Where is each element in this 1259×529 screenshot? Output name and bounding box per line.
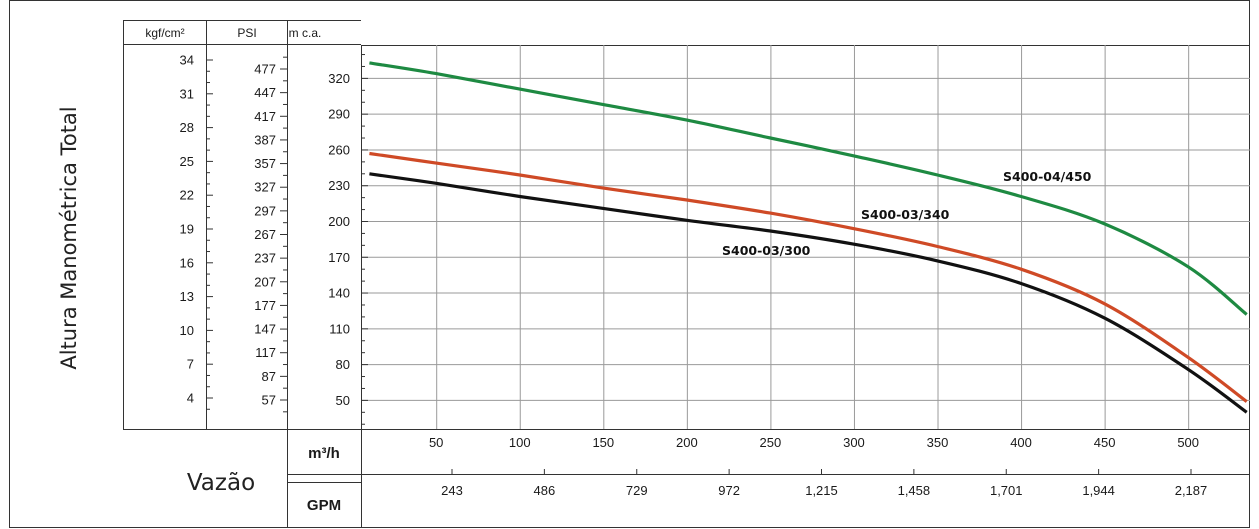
header-psi: PSI — [237, 26, 256, 40]
m3h-tick-label: 50 — [429, 435, 443, 450]
mca-tick-label: 200 — [328, 214, 350, 229]
mca-tick-label: 80 — [336, 357, 350, 372]
series-label-s400-03-300: S400-03/300 — [722, 243, 811, 258]
kgf-tick-label: 34 — [180, 53, 194, 68]
series-lines — [369, 61, 1248, 414]
kgf-tick-label: 16 — [180, 255, 194, 270]
mca-tick-label: 110 — [329, 321, 350, 336]
psi-tick-label: 207 — [254, 274, 276, 289]
mca-tick-label: 140 — [328, 286, 350, 301]
psi-tick-label: 267 — [254, 227, 276, 242]
psi-tick-label: 447 — [254, 85, 276, 100]
m3h-tick-label: 500 — [1177, 435, 1199, 450]
y-axis-title: Altura Manométrica Total — [57, 106, 81, 369]
header-kgf: kgf/cm² — [145, 26, 184, 40]
psi-tick-label: 297 — [254, 203, 276, 218]
m3h-tick-label: 400 — [1010, 435, 1032, 450]
gpm-tick-label: 486 — [534, 483, 556, 498]
m3h-tick-label: 150 — [592, 435, 614, 450]
kgf-tick-label: 31 — [180, 86, 194, 101]
gpm-tick-label: 1,215 — [805, 483, 838, 498]
kgf-tick-label: 7 — [187, 357, 194, 372]
kgf-tick-label: 4 — [187, 391, 194, 406]
mca-tick-label: 290 — [328, 107, 350, 122]
mca-tick-label: 170 — [328, 250, 350, 265]
x-axis-title: Vazão — [187, 470, 255, 496]
y-scales: 50 80 110 140 170 200 230 260 290 320 57 87 117 147 17… — [180, 53, 368, 425]
series-line-s400-04-450 — [369, 61, 1248, 316]
psi-tick-label: 327 — [254, 180, 276, 195]
mca-tick-label: 260 — [328, 142, 350, 157]
x-axes: 50 100 150 200 250 300 350 400 450 500 243 486 729 97… — [429, 435, 1207, 498]
gpm-tick-label: 1,944 — [1082, 483, 1115, 498]
mca-tick-label: 320 — [328, 71, 350, 86]
m3h-tick-label: 350 — [927, 435, 949, 450]
gpm-tick-label: 2,187 — [1175, 483, 1208, 498]
psi-tick-label: 117 — [255, 345, 276, 360]
gpm-tick-label: 243 — [441, 483, 463, 498]
unit-gpm: GPM — [307, 497, 341, 514]
x-scale-table — [287, 45, 1250, 528]
kgf-tick-label: 13 — [180, 289, 194, 304]
series-line-s400-03-340 — [369, 151, 1248, 403]
unit-m3h: m³/h — [308, 445, 340, 462]
psi-tick-label: 87 — [262, 369, 276, 384]
mca-tick-label: 230 — [328, 178, 350, 193]
psi-tick-label: 57 — [262, 393, 276, 408]
gpm-tick-label: 1,458 — [898, 483, 931, 498]
psi-tick-label: 357 — [254, 156, 276, 171]
psi-tick-label: 237 — [254, 251, 276, 266]
m3h-tick-label: 300 — [843, 435, 865, 450]
kgf-tick-label: 25 — [180, 154, 194, 169]
kgf-tick-label: 19 — [180, 222, 194, 237]
m3h-tick-label: 250 — [760, 435, 782, 450]
gpm-tick-label: 972 — [718, 483, 740, 498]
gpm-tick-label: 1,701 — [990, 483, 1023, 498]
y-scale-table — [123, 20, 361, 430]
m3h-tick-label: 200 — [676, 435, 698, 450]
psi-tick-label: 147 — [254, 322, 276, 337]
gpm-tick-label: 729 — [626, 483, 648, 498]
psi-tick-label: 477 — [254, 62, 276, 77]
psi-tick-label: 177 — [254, 298, 276, 313]
m3h-tick-label: 100 — [509, 435, 531, 450]
psi-tick-label: 387 — [254, 132, 276, 147]
outer-frame — [9, 0, 1250, 528]
psi-tick-label: 417 — [254, 109, 276, 124]
series-label-s400-04-450: S400-04/450 — [1003, 169, 1092, 184]
header-mca: m c.a. — [289, 26, 322, 40]
kgf-tick-label: 22 — [180, 188, 194, 203]
series-line-s400-03-300 — [369, 172, 1248, 414]
kgf-tick-label: 28 — [180, 120, 194, 135]
mca-tick-label: 50 — [336, 393, 350, 408]
m3h-tick-label: 450 — [1094, 435, 1116, 450]
series-label-s400-03-340: S400-03/340 — [861, 207, 950, 222]
kgf-tick-label: 10 — [180, 323, 194, 338]
